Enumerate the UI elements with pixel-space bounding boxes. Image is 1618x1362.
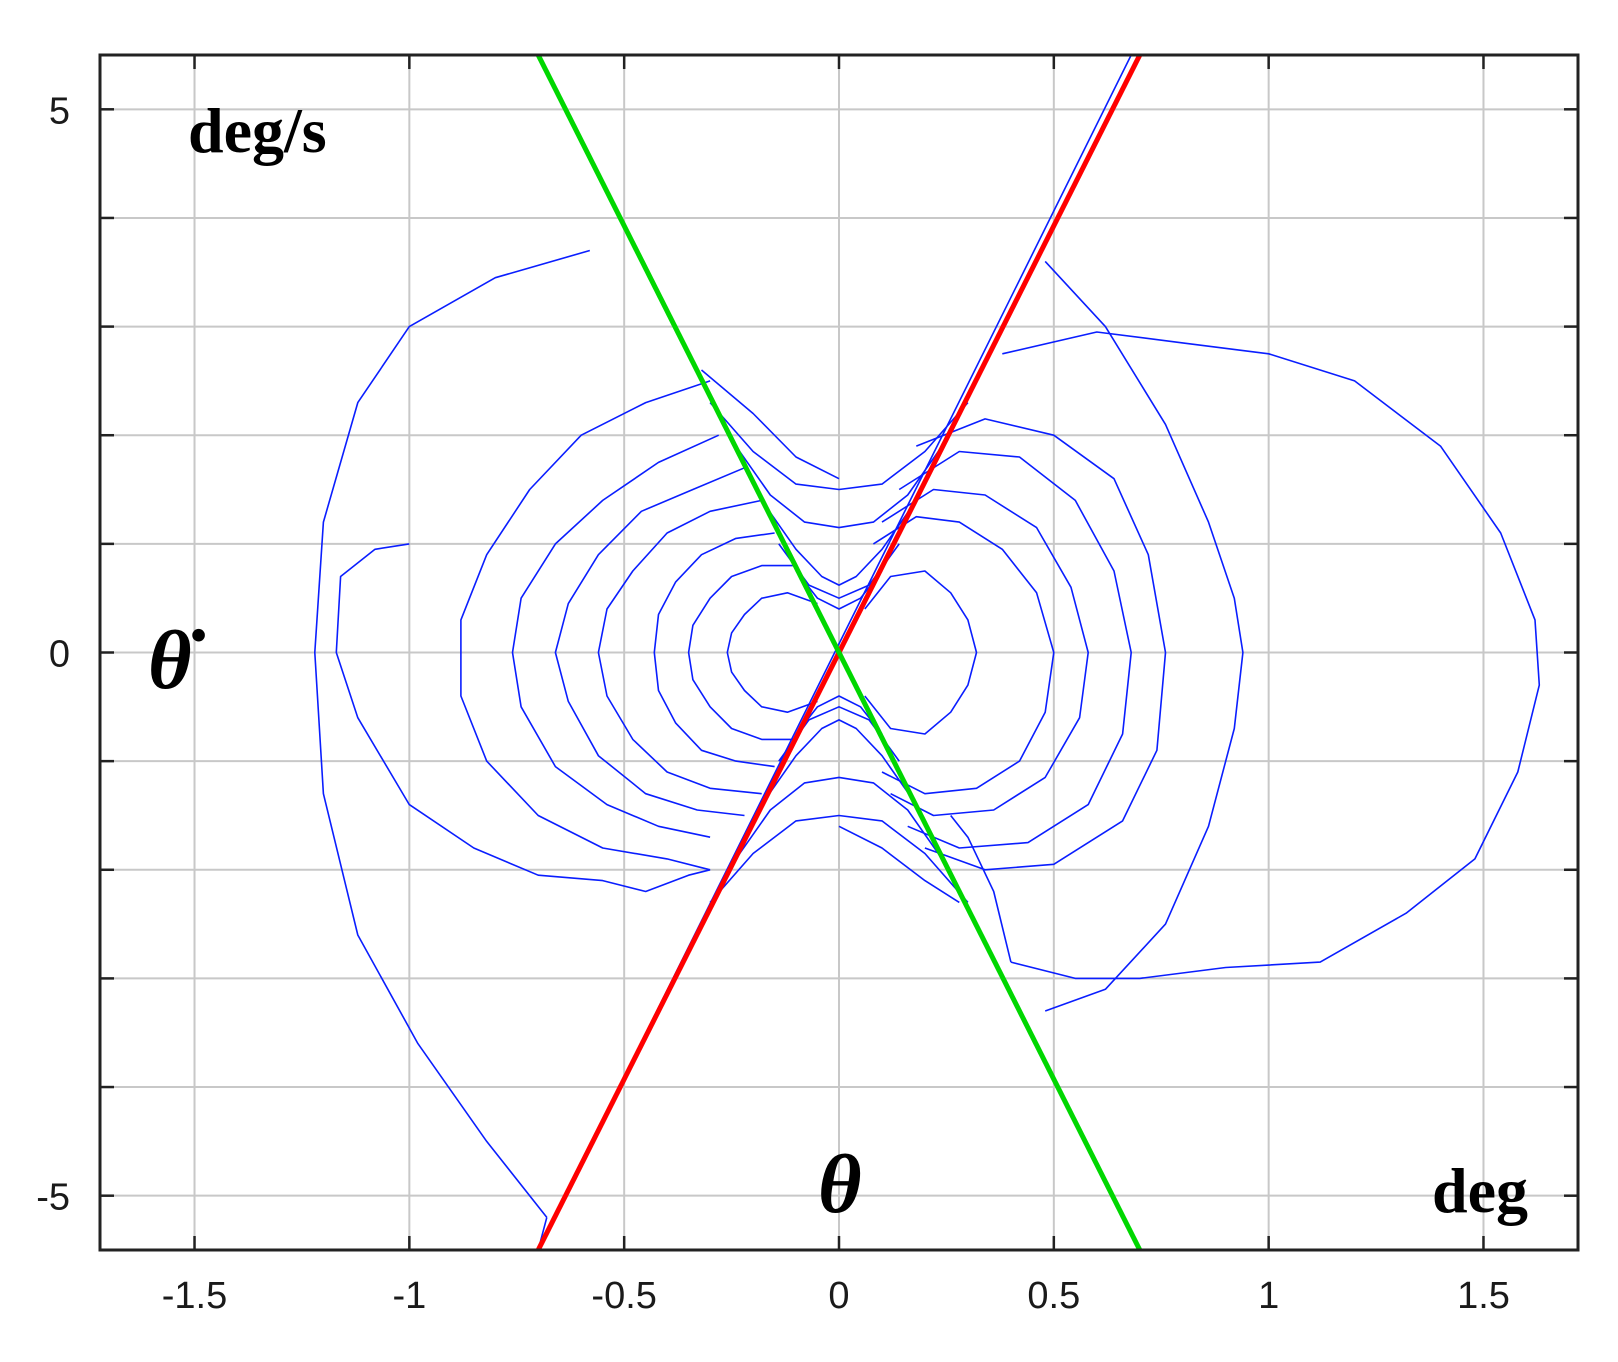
trajectory-segment <box>761 719 917 806</box>
x-tick-label: -1.5 <box>162 1275 227 1317</box>
trajectory-segment <box>838 825 960 904</box>
trajectory-segment <box>709 814 969 903</box>
x-axis-label: θ <box>818 1138 862 1231</box>
x-tick-label: -0.5 <box>591 1275 656 1317</box>
y-tick-label: -5 <box>36 1177 70 1219</box>
green-line <box>535 55 1143 1250</box>
trajectory-segment <box>597 499 762 795</box>
series-layer <box>313 55 1541 1250</box>
tick-labels: -1.5 -1 -0.5 0 0.5 1 1.5 -5 0 5 <box>36 90 1510 1317</box>
trajectory-segment <box>735 776 943 860</box>
trajectory-segment <box>653 532 775 768</box>
x-tick-label: 0.5 <box>1027 1275 1080 1317</box>
trajectory-segment <box>795 570 883 610</box>
x-tick-label: 1 <box>1258 1275 1279 1317</box>
trajectory-segment <box>761 499 917 586</box>
trajectory-segment <box>726 591 818 714</box>
trajectory-segment <box>864 570 978 735</box>
trajectory-segment <box>511 434 720 838</box>
y-unit-label: deg/s <box>188 95 327 166</box>
trajectory-segment <box>554 467 745 817</box>
x-tick-label: 0 <box>828 1275 849 1317</box>
trajectory-segment <box>537 55 1140 1250</box>
trajectory-segment <box>916 418 1167 871</box>
trajectory-segment <box>709 402 969 491</box>
trajectory-segment <box>313 249 591 1218</box>
trajectory-segment <box>735 445 943 529</box>
grid <box>100 55 1578 1250</box>
x-tick-label: 1.5 <box>1457 1275 1510 1317</box>
trajectory-segment <box>881 488 1089 817</box>
y-tick-label: 5 <box>49 90 70 132</box>
trajectory-segment <box>700 369 840 480</box>
trajectory-segment <box>898 450 1132 849</box>
trajectory-segment <box>687 564 796 741</box>
y-tick-label: 0 <box>49 634 70 676</box>
trajectory-segment <box>872 515 1055 795</box>
trajectory-segment <box>1044 260 1244 1012</box>
trajectory-segment <box>460 380 711 871</box>
plot-area <box>313 55 1541 1250</box>
tick-marks <box>100 55 1578 1250</box>
trajectory-segment <box>1002 331 1541 980</box>
trajectory-segment <box>795 695 883 735</box>
trajectory-segment <box>335 543 711 893</box>
x-unit-label: deg <box>1432 1155 1528 1226</box>
x-tick-label: -1 <box>392 1275 426 1317</box>
trajectory-segment <box>950 815 1012 963</box>
